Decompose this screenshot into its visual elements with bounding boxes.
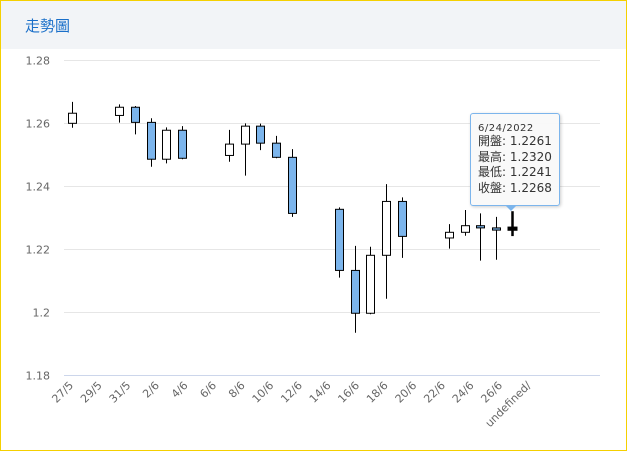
candle-body <box>366 254 375 314</box>
candle-22/6[interactable] <box>476 213 485 261</box>
x-tick-label: 27/5 <box>49 379 76 406</box>
candle-15/6[interactable] <box>366 246 375 315</box>
chart-header: 走勢圖 <box>1 1 626 49</box>
x-tick-label: 4/6 <box>169 379 191 401</box>
x-tick-label: 6/6 <box>197 379 219 401</box>
y-tick-label: 1.28 <box>26 55 51 68</box>
candle-14/6[interactable] <box>351 245 360 333</box>
candle-body <box>115 106 124 116</box>
x-tick-label: 10/6 <box>250 379 277 406</box>
candle-body <box>351 269 360 314</box>
tooltip-close: 收盤: 1.2268 <box>478 180 552 195</box>
candle-6/6[interactable] <box>225 129 234 162</box>
x-tick-label: 22/6 <box>421 379 448 406</box>
candle-2/6[interactable] <box>162 127 171 164</box>
candle-31/5[interactable] <box>131 105 140 135</box>
candle-body <box>241 125 250 145</box>
x-tick-label: 14/6 <box>307 379 334 406</box>
chart-title: 走勢圖 <box>25 17 71 35</box>
y-tick-label: 1.22 <box>26 244 51 257</box>
candle-body <box>131 106 140 123</box>
tooltip-open: 開盤: 1.2261 <box>478 134 552 148</box>
candle-1/6[interactable] <box>147 118 156 167</box>
candle-30/5[interactable] <box>115 104 124 123</box>
tooltip-high: 最高: 1.2320 <box>478 149 552 164</box>
candle-body <box>272 142 281 158</box>
y-tick-label: 1.2 <box>33 307 51 320</box>
candle-13/6[interactable] <box>335 207 344 278</box>
x-tick-label: 31/5 <box>107 379 134 406</box>
x-tick-label: 2/6 <box>140 379 162 401</box>
y-tick-label: 1.24 <box>26 181 51 194</box>
candle-body <box>178 129 187 159</box>
tooltip: 6/24/2022 開盤: 1.2261 最高: 1.2320 最低: 1.22… <box>470 113 560 206</box>
candle-10/6[interactable] <box>288 149 297 217</box>
candle-21/6[interactable] <box>461 209 470 236</box>
tooltip-date: 6/24/2022 <box>478 123 534 134</box>
candle-body <box>147 121 156 160</box>
y-tick-label: 1.18 <box>26 370 51 383</box>
y-tick-label: 1.26 <box>26 118 51 131</box>
candle-body <box>256 125 265 144</box>
x-tick-label: 24/6 <box>450 379 477 406</box>
candle-body <box>445 231 454 239</box>
candle-body <box>382 200 391 256</box>
x-tick-label: 20/6 <box>393 379 420 406</box>
candle-27/5[interactable] <box>68 101 77 128</box>
candle-17/6[interactable] <box>398 197 407 258</box>
candle-body <box>492 227 501 231</box>
candle-16/6[interactable] <box>382 184 391 299</box>
candle-7/6[interactable] <box>241 123 250 176</box>
candle-8/6[interactable] <box>256 123 265 151</box>
candle-body <box>162 129 171 160</box>
x-tick-label: 12/6 <box>278 379 305 406</box>
candle-body <box>461 225 470 233</box>
tooltip-low: 最低: 1.2241 <box>478 165 552 179</box>
candle-body <box>288 156 297 214</box>
candle-24/6[interactable] <box>507 211 518 237</box>
candle-body <box>398 200 407 237</box>
candle-9/6[interactable] <box>272 135 281 159</box>
candle-23/6[interactable] <box>492 216 501 260</box>
x-tick-label: 8/6 <box>226 379 248 401</box>
tooltip-arrow <box>505 205 517 211</box>
candle-body <box>507 226 518 231</box>
x-tick-label: 18/6 <box>364 379 391 406</box>
candle-body <box>476 225 485 229</box>
candle-20/6[interactable] <box>445 224 454 249</box>
candle-3/6[interactable] <box>178 126 187 160</box>
candle-body <box>335 208 344 271</box>
x-tick-label: 29/5 <box>78 379 105 406</box>
candle-body <box>225 143 234 156</box>
candle-body <box>68 112 77 124</box>
x-tick-label: 16/6 <box>335 379 362 406</box>
